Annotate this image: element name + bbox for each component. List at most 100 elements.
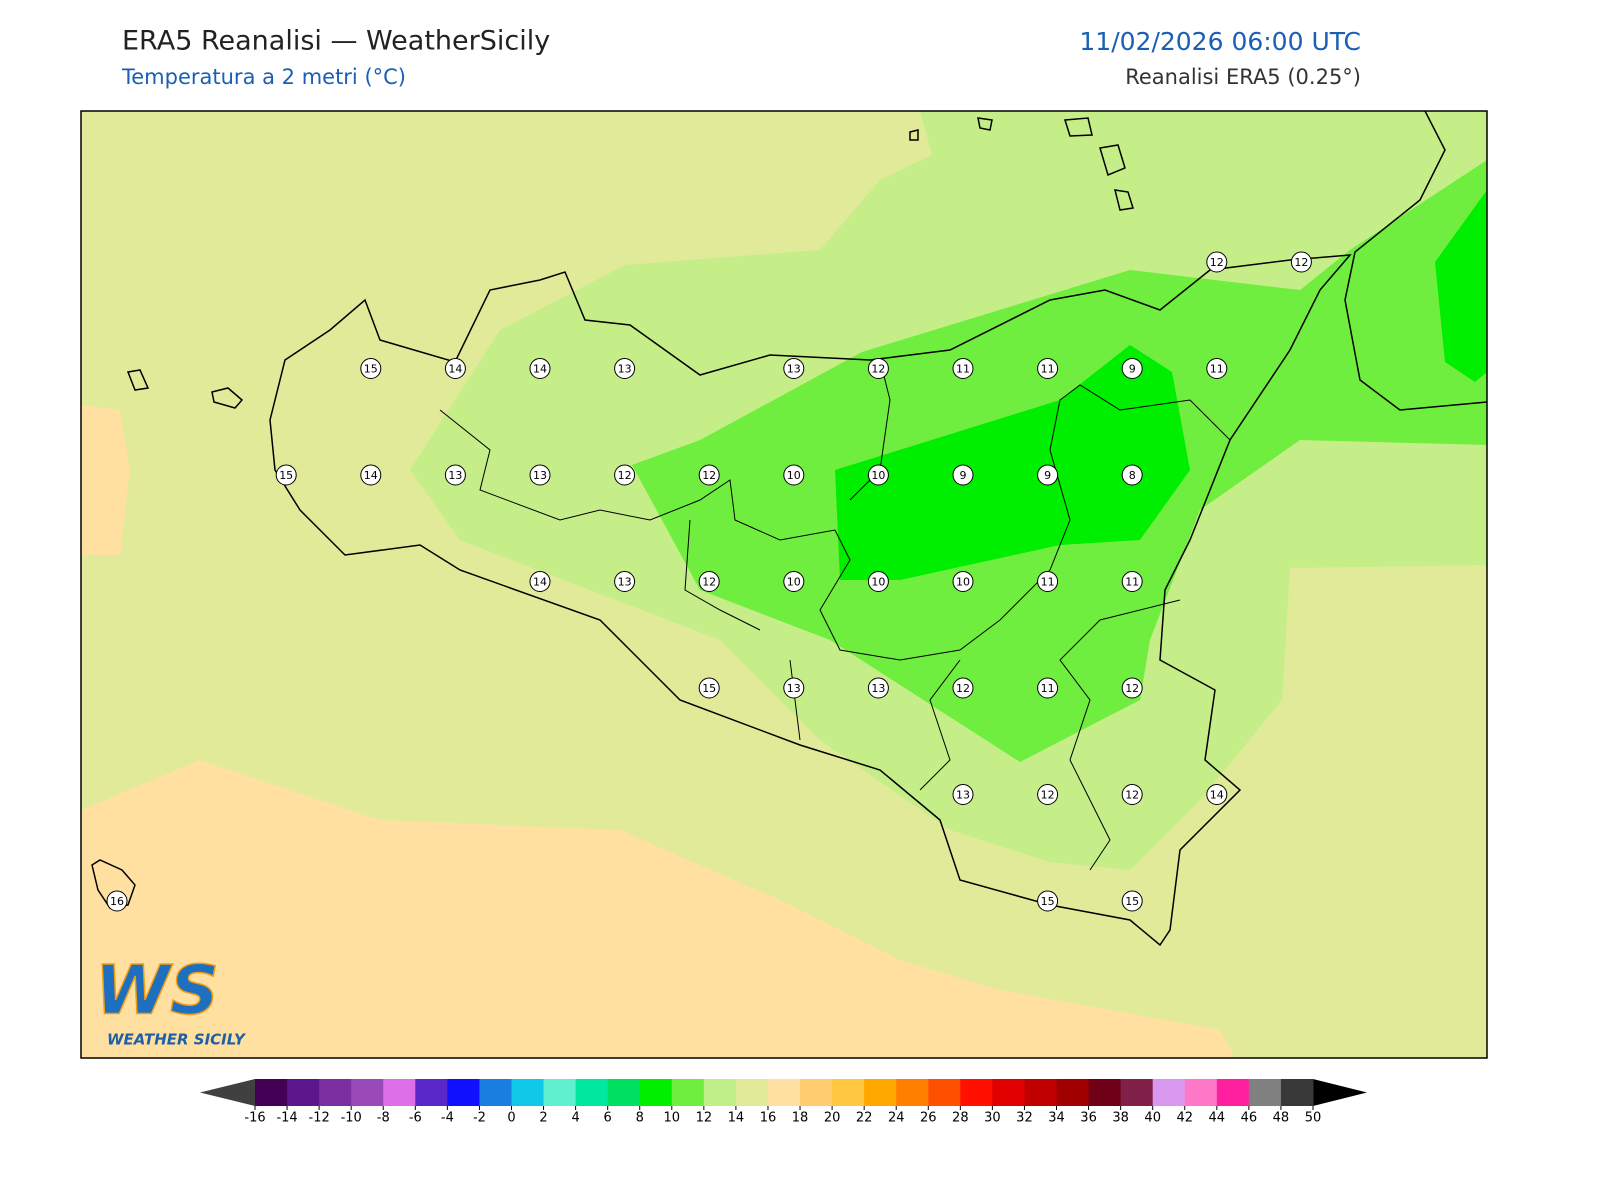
point-value: 12 <box>1294 256 1308 269</box>
colorbar-tick-label: 30 <box>984 1111 1001 1126</box>
source: Reanalisi ERA5 (0.25°) <box>1125 65 1361 89</box>
point-value: 10 <box>871 469 885 482</box>
colorbar-bin <box>383 1079 416 1106</box>
point-marker <box>867 464 889 486</box>
map-frame <box>80 110 1488 1059</box>
point-value: 11 <box>1125 576 1139 589</box>
point-value: 16 <box>110 895 124 908</box>
colorbar-bin <box>1088 1079 1122 1106</box>
colorbar-bin <box>992 1079 1025 1106</box>
point-marker <box>614 358 636 379</box>
point-marker <box>783 464 805 486</box>
point-value: 9 <box>1129 363 1136 376</box>
colorbar-bin <box>607 1079 641 1106</box>
colorbar-tick-label: 44 <box>1209 1111 1226 1126</box>
point-marker <box>867 358 889 379</box>
colorbar-tick-label: -6 <box>409 1111 422 1126</box>
point-marker <box>952 358 974 379</box>
point-value: 12 <box>956 682 970 695</box>
point-value: 13 <box>618 576 632 589</box>
colorbar-tick-label: -14 <box>276 1111 297 1126</box>
point-value: 10 <box>871 576 885 589</box>
colorbar-tick-label: 8 <box>636 1111 644 1126</box>
colorbar-tick-label: 12 <box>696 1111 713 1126</box>
point-marker <box>614 571 636 592</box>
colorbar-tick-label: 4 <box>571 1111 579 1126</box>
colorbar-bin <box>928 1079 961 1106</box>
colorbar-bin <box>1280 1079 1314 1106</box>
colorbar-tick-label: 18 <box>792 1111 809 1126</box>
point-marker <box>1037 358 1059 379</box>
point-marker <box>1121 890 1143 912</box>
point-value: 15 <box>1041 895 1055 908</box>
point-marker <box>698 677 720 699</box>
colorbar-bin <box>800 1079 833 1106</box>
point-value: 13 <box>787 363 801 376</box>
point-marker <box>698 464 720 486</box>
point-value: 11 <box>1041 682 1055 695</box>
colorbar-tick-label: 36 <box>1080 1111 1097 1126</box>
colorbar-bin <box>575 1079 609 1106</box>
colorbar-bin <box>1216 1079 1250 1106</box>
point-value: 10 <box>787 576 801 589</box>
colorbar-tick-label: 22 <box>856 1111 873 1126</box>
colorbar-bin <box>415 1079 448 1106</box>
colorbar-bin <box>447 1079 480 1106</box>
point-marker <box>783 677 805 699</box>
point-marker <box>1206 358 1228 379</box>
point-value: 11 <box>956 363 970 376</box>
colorbar-tick-label: 20 <box>824 1111 841 1126</box>
point-marker <box>783 571 805 592</box>
coastline <box>91 111 1487 947</box>
point-value: 13 <box>956 789 970 802</box>
point-value: 14 <box>533 363 547 376</box>
colorbar-tick-label: 16 <box>760 1111 777 1126</box>
point-value: 11 <box>1210 363 1224 376</box>
point-value: 13 <box>533 469 547 482</box>
colorbar-tick-label: 28 <box>952 1111 969 1126</box>
map: 12 12 15 14 14 13 13 12 11 11 9 11 15 14 13 13 12 12 10 10 9… <box>81 111 1487 1058</box>
point-value: 12 <box>1041 789 1055 802</box>
point-marker <box>952 677 974 699</box>
point-value: 12 <box>618 469 632 482</box>
point-value: 12 <box>1210 256 1224 269</box>
point-value: 12 <box>702 469 716 482</box>
colorbar-tick-label: -16 <box>244 1111 265 1126</box>
point-value: 13 <box>448 469 462 482</box>
point-marker <box>444 358 466 379</box>
colorbar-tick-label: 50 <box>1305 1111 1322 1126</box>
sicily <box>269 254 1352 947</box>
point-value: 15 <box>1125 895 1139 908</box>
datetime: 11/02/2026 06:00 UTC <box>1079 27 1361 56</box>
colorbar-tick-label: 46 <box>1241 1111 1258 1126</box>
colorbar-tick-label: -2 <box>473 1111 486 1126</box>
colorbar-tick-label: -8 <box>377 1111 390 1126</box>
colorbar-tick-label: 10 <box>664 1111 681 1126</box>
colorbar-tick-label: -10 <box>341 1111 362 1126</box>
point-marker <box>360 358 382 379</box>
eolie <box>909 117 1134 211</box>
field-16 <box>81 405 130 555</box>
point-marker <box>1121 784 1143 805</box>
field-8 <box>1435 190 1487 382</box>
colorbar-over <box>1313 1079 1367 1106</box>
colorbar-tick-label: 14 <box>728 1111 745 1126</box>
point-value: 14 <box>448 363 462 376</box>
field-16 <box>81 760 1235 1058</box>
point-marker <box>1037 784 1059 805</box>
logo-mark: WS <box>95 952 219 1031</box>
point-value: 10 <box>787 469 801 482</box>
title: ERA5 Reanalisi — WeatherSicily <box>122 26 550 57</box>
point-marker <box>952 784 974 805</box>
point-marker <box>360 464 382 486</box>
point-marker <box>867 571 889 592</box>
point-marker <box>1290 251 1312 273</box>
point-value: 13 <box>618 363 632 376</box>
colorbar-bin <box>255 1079 288 1106</box>
colorbar-tick-label: -12 <box>309 1111 330 1126</box>
colorbar-bin <box>832 1079 865 1106</box>
point-value: 12 <box>1125 789 1139 802</box>
colorbar-bin <box>639 1079 673 1106</box>
point-marker <box>952 571 974 592</box>
